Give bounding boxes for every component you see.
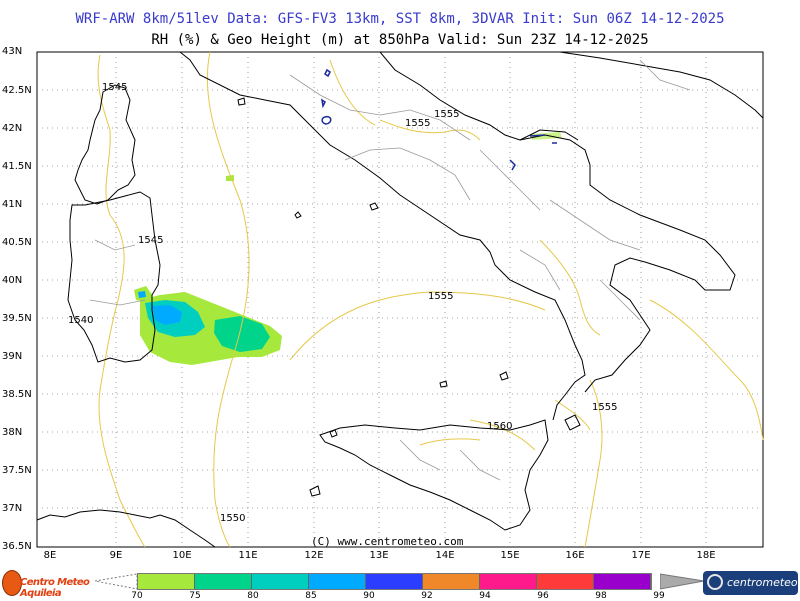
contour-label: 1545 (138, 235, 164, 246)
contour-label: 1540 (68, 315, 94, 326)
rh-high-spots (320, 68, 557, 171)
lon-label: 18E (696, 550, 716, 561)
legend-value-label: 94 (479, 591, 491, 601)
lat-label: 42N (2, 123, 23, 134)
legend-swatch (480, 574, 537, 589)
contour-label: 1560 (487, 421, 513, 432)
lat-label: 43N (2, 46, 23, 57)
contour-label: 1555 (434, 109, 460, 120)
coastlines (36, 51, 764, 548)
legend-swatch (309, 574, 366, 589)
globe-icon (707, 574, 723, 590)
legend-value-label: 92 (421, 591, 433, 601)
legend-swatch (423, 574, 480, 589)
map-frame (36, 51, 764, 548)
legend-value-label: 75 (189, 591, 201, 601)
lat-label: 36.5N (2, 541, 32, 552)
lon-label: 15E (500, 550, 520, 561)
legend-swatch (252, 574, 309, 589)
geo-height-contours (97, 51, 764, 548)
rh-color-legend (137, 573, 652, 590)
lat-label: 37N (2, 503, 23, 514)
legend-swatch (138, 574, 195, 589)
legend-swatch (195, 574, 252, 589)
lon-label: 13E (369, 550, 389, 561)
lon-label: 12E (304, 550, 324, 561)
legend-swatch (537, 574, 594, 589)
lon-label: 14E (435, 550, 455, 561)
region-borders (89, 59, 691, 481)
lon-label: 10E (172, 550, 192, 561)
lon-label: 16E (565, 550, 585, 561)
legend-value-label: 96 (537, 591, 549, 601)
contour-label: 1555 (405, 118, 431, 129)
logo-emblem-icon (2, 570, 22, 596)
legend-value-label: 90 (363, 591, 375, 601)
brand-text: centrometeo (727, 576, 798, 589)
legend-value-label: 99 (653, 591, 665, 601)
centrometeo-brand-logo: centrometeo (703, 571, 798, 595)
legend-swatch (594, 574, 651, 589)
field-valid-title: RH (%) & Geo Height (m) at 850hPa Valid:… (151, 32, 649, 48)
centro-meteo-logo: Centro Meteo Aquileia (2, 568, 122, 599)
lon-label: 8E (43, 550, 57, 561)
contour-label: 1545 (102, 82, 128, 93)
lat-label: 40N (2, 275, 23, 286)
contour-label: 1555 (592, 402, 618, 413)
lat-label: 38.5N (2, 389, 32, 400)
contour-label: 1555 (428, 291, 454, 302)
logo-text: Centro Meteo Aquileia (20, 577, 90, 599)
legend-value-label: 85 (305, 591, 317, 601)
lat-label: 39N (2, 351, 23, 362)
lon-label: 9E (109, 550, 123, 561)
lon-label: 11E (238, 550, 258, 561)
legend-swatch (366, 574, 423, 589)
rh-shading (134, 132, 562, 365)
lat-label: 37.5N (2, 465, 32, 476)
lat-label: 42.5N (2, 85, 32, 96)
legend-value-label: 98 (595, 591, 607, 601)
lat-label: 40.5N (2, 237, 32, 248)
lat-label: 41.5N (2, 161, 32, 172)
model-info-title: WRF-ARW 8km/51lev Data: GFS-FV3 13km, SS… (75, 11, 725, 27)
legend-value-label: 70 (131, 591, 143, 601)
contour-label: 1550 (220, 513, 246, 524)
legend-right-arrow (660, 573, 705, 590)
legend-left-arrow (95, 573, 138, 590)
lat-label: 38N (2, 427, 23, 438)
lat-label: 41N (2, 199, 23, 210)
lat-label: 39.5N (2, 313, 32, 324)
copyright-text: (C) www.centrometeo.com (311, 535, 464, 548)
legend-value-label: 80 (247, 591, 259, 601)
lon-label: 17E (631, 550, 651, 561)
